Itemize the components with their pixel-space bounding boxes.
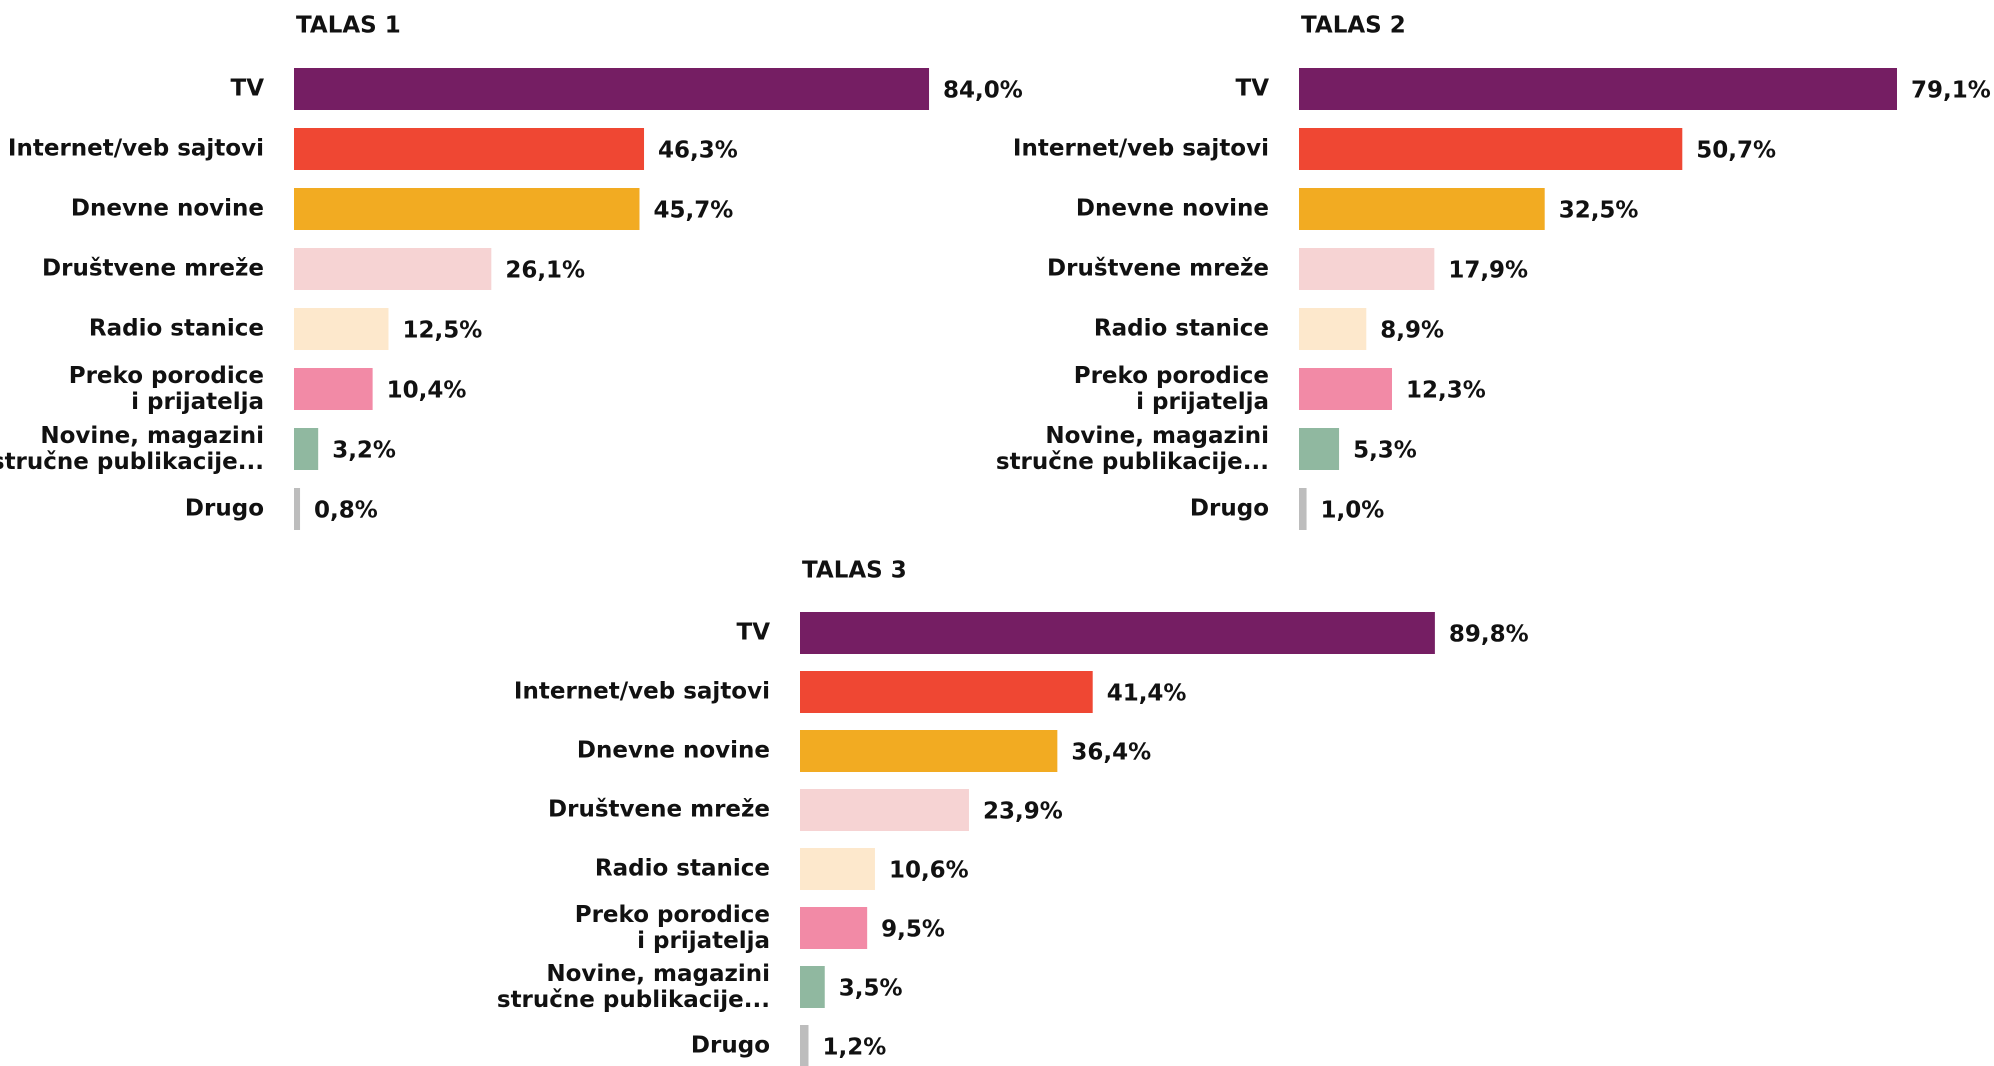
value-label: 8,9% [1380, 318, 1444, 344]
value-label: 12,5% [403, 318, 483, 344]
chart-title: TALAS 2 [1301, 13, 1406, 39]
category-label: Društvene mreže [42, 256, 264, 282]
category-label: Društvene mreže [548, 797, 770, 823]
value-label: 45,7% [653, 198, 733, 224]
value-label: 36,4% [1071, 740, 1151, 766]
bar [294, 488, 301, 530]
category-label: TV [737, 620, 771, 646]
value-label: 26,1% [505, 258, 585, 284]
category-label: Preko porodice i prijatelja [575, 902, 770, 954]
value-label: 12,3% [1406, 378, 1486, 404]
value-label: 89,8% [1449, 622, 1529, 648]
category-label: TV [231, 76, 265, 102]
value-label: 41,4% [1107, 681, 1187, 707]
value-label: 10,6% [889, 858, 969, 884]
bar [1299, 368, 1392, 410]
value-label: 3,2% [332, 438, 396, 464]
value-label: 17,9% [1448, 258, 1528, 284]
value-label: 0,8% [314, 498, 378, 524]
bar [1299, 488, 1307, 530]
value-label: 79,1% [1911, 78, 1991, 104]
bar [294, 188, 640, 230]
bar [294, 368, 373, 410]
category-label: Drugo [691, 1033, 770, 1059]
category-label: Novine, magazini stručne publikacije... [0, 423, 264, 475]
value-label: 50,7% [1696, 138, 1776, 164]
category-label: Internet/veb sajtovi [1013, 136, 1269, 162]
category-label: Dnevne novine [71, 196, 264, 222]
category-label: Preko porodice i prijatelja [69, 363, 264, 415]
category-label: Novine, magazini stručne publikacije... [996, 423, 1269, 475]
bar [1299, 68, 1897, 110]
value-label: 46,3% [658, 138, 738, 164]
bar [294, 68, 930, 110]
chart-title: TALAS 3 [802, 558, 907, 584]
value-label: 1,0% [1321, 498, 1385, 524]
bar [294, 248, 492, 290]
category-label: Novine, magazini stručne publikacije... [497, 961, 770, 1013]
value-label: 5,3% [1353, 438, 1417, 464]
category-label: Internet/veb sajtovi [514, 679, 770, 705]
value-label: 23,9% [983, 799, 1063, 825]
bar [800, 1025, 809, 1066]
bar [1299, 308, 1367, 350]
category-label: Drugo [185, 496, 264, 522]
bar [294, 308, 389, 350]
value-label: 32,5% [1559, 198, 1639, 224]
bar [800, 730, 1058, 772]
category-label: Internet/veb sajtovi [8, 136, 264, 162]
bar [294, 128, 645, 170]
bar [294, 428, 319, 470]
value-label: 10,4% [387, 378, 467, 404]
bar [800, 671, 1093, 713]
category-label: Drugo [1190, 496, 1269, 522]
bar [800, 966, 825, 1008]
bar [800, 848, 875, 890]
category-label: Radio stanice [595, 856, 770, 882]
value-label: 9,5% [881, 917, 945, 943]
category-label: Društvene mreže [1047, 256, 1269, 282]
bar [800, 612, 1435, 654]
category-label: Radio stanice [89, 316, 264, 342]
value-label: 84,0% [943, 78, 1023, 104]
value-label: 1,2% [822, 1035, 886, 1061]
category-label: TV [1236, 76, 1270, 102]
bar [1299, 428, 1340, 470]
bar [800, 907, 868, 949]
category-label: Dnevne novine [577, 738, 770, 764]
category-label: Dnevne novine [1076, 196, 1269, 222]
bar [1299, 248, 1435, 290]
bar [1299, 128, 1683, 170]
chart-title: TALAS 1 [296, 13, 401, 39]
category-label: Preko porodice i prijatelja [1074, 363, 1269, 415]
bar [1299, 188, 1545, 230]
category-label: Radio stanice [1094, 316, 1269, 342]
value-label: 3,5% [839, 976, 903, 1002]
bar [800, 789, 969, 831]
